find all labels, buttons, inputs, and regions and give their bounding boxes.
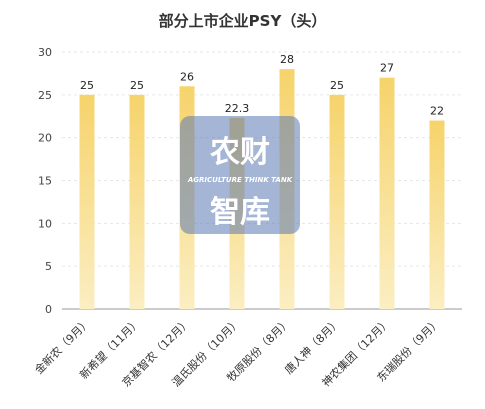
chart-title: 部分上市企业PSY（头） xyxy=(158,12,327,30)
watermark-logo: 农财 AGRICULTURE THINK TANK 智库 xyxy=(180,116,300,234)
watermark-line1: 农财 xyxy=(209,135,270,170)
data-label: 27 xyxy=(380,62,394,75)
data-label: 22 xyxy=(430,105,444,118)
data-label: 25 xyxy=(130,79,144,92)
bar xyxy=(379,77,395,309)
bar xyxy=(79,94,95,309)
bar xyxy=(429,120,445,310)
data-label: 28 xyxy=(280,53,294,66)
watermark-tagline: AGRICULTURE THINK TANK xyxy=(187,176,293,184)
y-tick-label: 5 xyxy=(45,260,52,273)
y-tick-label: 20 xyxy=(38,132,52,145)
data-label: 25 xyxy=(330,79,344,92)
y-tick-label: 15 xyxy=(38,175,52,188)
bar xyxy=(129,94,145,309)
y-tick-label: 0 xyxy=(45,303,52,316)
watermark-line2: 智库 xyxy=(210,195,270,230)
data-label: 22.3 xyxy=(225,102,250,115)
bar xyxy=(329,94,345,309)
data-label: 26 xyxy=(180,70,194,83)
data-label: 25 xyxy=(80,79,94,92)
y-tick-label: 10 xyxy=(38,217,52,230)
y-tick-label: 25 xyxy=(38,89,52,102)
y-tick-label: 30 xyxy=(38,46,52,59)
